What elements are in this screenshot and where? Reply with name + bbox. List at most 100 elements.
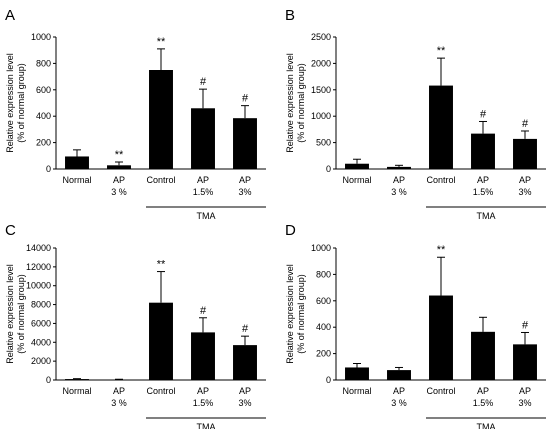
panel-d-bar-5 bbox=[513, 344, 537, 380]
panel-d-ytick-label-4: 800 bbox=[316, 269, 331, 279]
panel-c-group-label: TMA bbox=[197, 422, 216, 429]
panel-d-ytick-label-1: 200 bbox=[316, 349, 331, 359]
panel-a-ytick-label-3: 600 bbox=[36, 85, 51, 95]
panel-b-bar-4 bbox=[471, 133, 495, 169]
panel-a-ytick-label-5: 1000 bbox=[31, 32, 51, 42]
panel-c-ytick-label-6: 12000 bbox=[26, 262, 51, 272]
panel-a-sig-2: ** bbox=[115, 149, 124, 161]
panel-c-bar-4 bbox=[191, 332, 215, 380]
panel-b-letter: B bbox=[285, 7, 295, 24]
panel-b-group-label: TMA bbox=[477, 211, 496, 221]
panel-a-bar-5 bbox=[233, 118, 257, 169]
panel-d-category-5-line-2: 3% bbox=[518, 398, 531, 408]
panel-a-category-4-line-1: AP bbox=[197, 175, 209, 185]
panel-d-category-1-line-1: Normal bbox=[342, 386, 371, 396]
panel-a-letter: A bbox=[5, 7, 15, 24]
panel-a-bar-2 bbox=[107, 165, 131, 169]
panel-b-category-4-line-2: 1.5% bbox=[473, 187, 494, 197]
panel-b-ytick-label-0: 0 bbox=[326, 164, 331, 174]
panel-b-sig-5: # bbox=[522, 118, 529, 130]
panel-a-ylabel-line-1: Relative expression level bbox=[5, 53, 15, 153]
panel-d-bar-3 bbox=[429, 295, 453, 380]
panel-a-sig-3: ** bbox=[157, 36, 166, 48]
panel-d-letter: D bbox=[285, 222, 296, 239]
panel-a-category-5-line-2: 3% bbox=[238, 187, 251, 197]
panel-b-category-5-line-2: 3% bbox=[518, 187, 531, 197]
panel-d-bar-2 bbox=[387, 370, 411, 380]
panel-a-category-2-line-2: 3 % bbox=[111, 187, 127, 197]
panel-b-category-1-line-1: Normal bbox=[342, 175, 371, 185]
panel-d-bar-1 bbox=[345, 367, 369, 380]
panel-d-category-4-line-2: 1.5% bbox=[473, 398, 494, 408]
panel-a-bar-3 bbox=[149, 70, 173, 169]
panel-b-bar-1 bbox=[345, 163, 369, 169]
panel-a-category-4-line-2: 1.5% bbox=[193, 187, 214, 197]
panel-c-bar-3 bbox=[149, 302, 173, 380]
panel-c-category-5-line-2: 3% bbox=[238, 398, 251, 408]
panel-a-sig-4: # bbox=[200, 76, 207, 88]
panel-a-ytick-label-2: 400 bbox=[36, 111, 51, 121]
panel-c-ylabel-line-1: Relative expression level bbox=[5, 264, 15, 364]
panel-c-category-4-line-1: AP bbox=[197, 386, 209, 396]
panel-c-bar-2 bbox=[107, 379, 131, 381]
panel-d-sig-5: # bbox=[522, 319, 529, 331]
panel-c-ytick-label-7: 14000 bbox=[26, 243, 51, 253]
panel-b-category-2-line-1: AP bbox=[393, 175, 405, 185]
panel-c-sig-5: # bbox=[242, 323, 249, 335]
panel-b-bar-3 bbox=[429, 85, 453, 169]
panel-c-ytick-label-5: 10000 bbox=[26, 281, 51, 291]
panel-c-sig-3: ** bbox=[157, 259, 166, 271]
panel-a-category-1-line-1: Normal bbox=[62, 175, 91, 185]
panel-c-ytick-label-1: 2000 bbox=[31, 356, 51, 366]
panel-c-category-3-line-1: Control bbox=[146, 386, 175, 396]
panel-c-category-2-line-2: 3 % bbox=[111, 398, 127, 408]
panel-d-category-5-line-1: AP bbox=[519, 386, 531, 396]
panel-d-category-2-line-2: 3 % bbox=[391, 398, 407, 408]
panel-b-ylabel-line-1: Relative expression level bbox=[285, 53, 295, 153]
panel-a-group-label: TMA bbox=[197, 211, 216, 221]
panel-c-category-4-line-2: 1.5% bbox=[193, 398, 214, 408]
panel-d-sig-3: ** bbox=[437, 244, 446, 256]
panel-d-bar-4 bbox=[471, 331, 495, 380]
panel-a-sig-5: # bbox=[242, 93, 249, 105]
panel-c-ytick-label-0: 0 bbox=[46, 375, 51, 385]
panel-c-category-2-line-1: AP bbox=[113, 386, 125, 396]
panel-d-ylabel-line-2: (% of normal group) bbox=[296, 274, 306, 354]
panel-d-ytick-label-5: 1000 bbox=[311, 243, 331, 253]
panel-a-ytick-label-1: 200 bbox=[36, 138, 51, 148]
panel-c-category-5-line-1: AP bbox=[239, 386, 251, 396]
panel-b-ylabel-line-2: (% of normal group) bbox=[296, 63, 306, 143]
panel-a-bar-4 bbox=[191, 108, 215, 169]
panel-b-category-2-line-2: 3 % bbox=[391, 187, 407, 197]
panel-a-category-2-line-1: AP bbox=[113, 175, 125, 185]
panel-c-ytick-label-2: 4000 bbox=[31, 337, 51, 347]
panel-d-ytick-label-3: 600 bbox=[316, 296, 331, 306]
panel-b-sig-4: # bbox=[480, 108, 487, 120]
panel-c-ytick-label-3: 6000 bbox=[31, 318, 51, 328]
panel-a-category-5-line-1: AP bbox=[239, 175, 251, 185]
panel-b-ytick-label-5: 2500 bbox=[311, 32, 331, 42]
panel-c-bar-1 bbox=[65, 379, 89, 380]
panel-d-ylabel-line-1: Relative expression level bbox=[285, 264, 295, 364]
panel-c-ylabel-line-2: (% of normal group) bbox=[16, 274, 26, 354]
panel-b-ytick-label-2: 1000 bbox=[311, 111, 331, 121]
panel-a-ytick-label-0: 0 bbox=[46, 164, 51, 174]
panel-b-ytick-label-3: 1500 bbox=[311, 85, 331, 95]
panel-c-letter: C bbox=[5, 222, 16, 239]
panel-b-bar-5 bbox=[513, 138, 537, 169]
panel-b-category-4-line-1: AP bbox=[477, 175, 489, 185]
panel-b-ytick-label-4: 2000 bbox=[311, 58, 331, 68]
panel-d-category-4-line-1: AP bbox=[477, 386, 489, 396]
panel-d-ytick-label-0: 0 bbox=[326, 375, 331, 385]
panel-b-sig-3: ** bbox=[437, 45, 446, 57]
panel-d-category-2-line-1: AP bbox=[393, 386, 405, 396]
panel-b-category-3-line-1: Control bbox=[426, 175, 455, 185]
panel-c-bar-5 bbox=[233, 345, 257, 380]
panel-b-ytick-label-1: 500 bbox=[316, 138, 331, 148]
panel-d-category-3-line-1: Control bbox=[426, 386, 455, 396]
panel-a-ytick-label-4: 800 bbox=[36, 58, 51, 68]
panel-c-ytick-label-4: 8000 bbox=[31, 300, 51, 310]
panel-a-category-3-line-1: Control bbox=[146, 175, 175, 185]
panel-c-category-1-line-1: Normal bbox=[62, 386, 91, 396]
